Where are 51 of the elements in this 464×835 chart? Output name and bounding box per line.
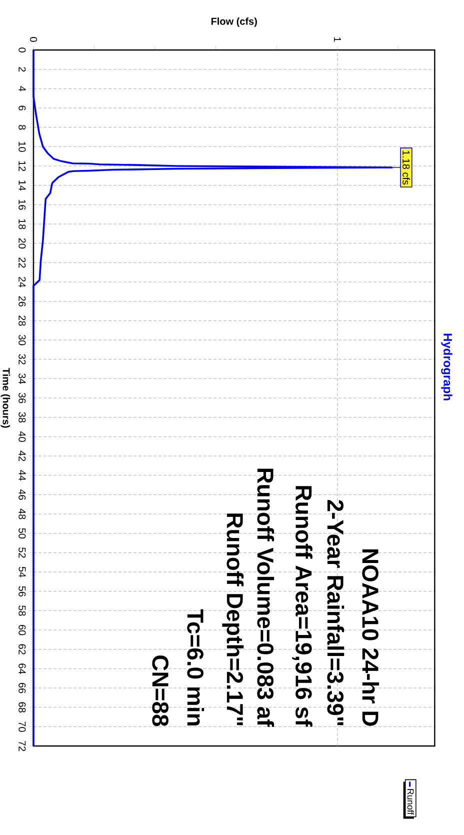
x-tick-label: 1 xyxy=(334,37,341,42)
y-tick-label: 0 xyxy=(18,48,26,52)
annotation: Runoff Depth=2.17" xyxy=(222,514,244,726)
y-tick-label: 50 xyxy=(18,528,26,539)
y-tick-label: 2 xyxy=(18,67,26,72)
y-tick-label: 32 xyxy=(18,354,26,364)
annotation: CN=88 xyxy=(152,656,168,726)
annotation: 1.18 cfs xyxy=(402,150,410,185)
annotation: 2-Year Rainfall=3.39" xyxy=(327,500,344,726)
y-tick-label: 14 xyxy=(18,180,26,191)
y-tick-label: 12 xyxy=(18,161,26,172)
y-tick-label: 62 xyxy=(18,644,26,654)
y-tick-label: 60 xyxy=(18,624,26,636)
y-tick-label: 64 xyxy=(18,664,26,674)
y-tick-label: 44 xyxy=(18,470,26,481)
y-tick-label: 38 xyxy=(18,412,26,422)
y-tick-label: 28 xyxy=(18,316,26,326)
annotation: Runoff Area=19,916 sf xyxy=(292,486,312,727)
y-tick-label: 16 xyxy=(18,200,26,210)
y-tick-label: 20 xyxy=(18,238,26,249)
y-tick-label: 40 xyxy=(18,431,26,442)
y-tick-label: 70 xyxy=(18,722,26,732)
legend-label: Runoff xyxy=(407,789,414,815)
y-tick-label: 10 xyxy=(18,142,26,152)
annotation: Runoff Volume=0.083 af xyxy=(257,468,274,727)
y-tick-label: 42 xyxy=(18,450,26,462)
y-tick-label: 6 xyxy=(18,106,26,110)
y-axis-title: Time (hours) xyxy=(0,368,10,428)
y-tick-label: 26 xyxy=(18,296,26,306)
y-tick-label: 48 xyxy=(18,508,26,520)
y-tick-label: 4 xyxy=(18,86,26,92)
x-axis-title: Flow (cfs) xyxy=(211,18,257,27)
text: Hydrograph xyxy=(441,334,452,400)
y-tick-label: 72 xyxy=(18,740,26,752)
y-tick-label: 46 xyxy=(18,489,26,500)
line-series xyxy=(32,49,394,747)
y-tick-label: 30 xyxy=(18,334,26,346)
y-tick-label: 56 xyxy=(18,586,26,596)
y-tick-label: 34 xyxy=(18,373,26,384)
y-tick-label: 22 xyxy=(18,258,26,268)
y-tick-label: 66 xyxy=(18,682,26,694)
y-tick-label: 52 xyxy=(18,548,26,558)
y-tick-label: 58 xyxy=(18,606,26,616)
annotation: Tc=6.0 min xyxy=(187,609,204,726)
y-tick-label: 18 xyxy=(18,219,26,230)
y-tick-label: 36 xyxy=(18,392,26,404)
y-tick-label: 68 xyxy=(18,702,26,712)
y-tick-label: 24 xyxy=(18,276,26,288)
y-tick-label: 54 xyxy=(18,566,26,578)
y-tick-label: 8 xyxy=(18,125,26,130)
annotation: NOAA10 24-hr D xyxy=(362,549,380,726)
